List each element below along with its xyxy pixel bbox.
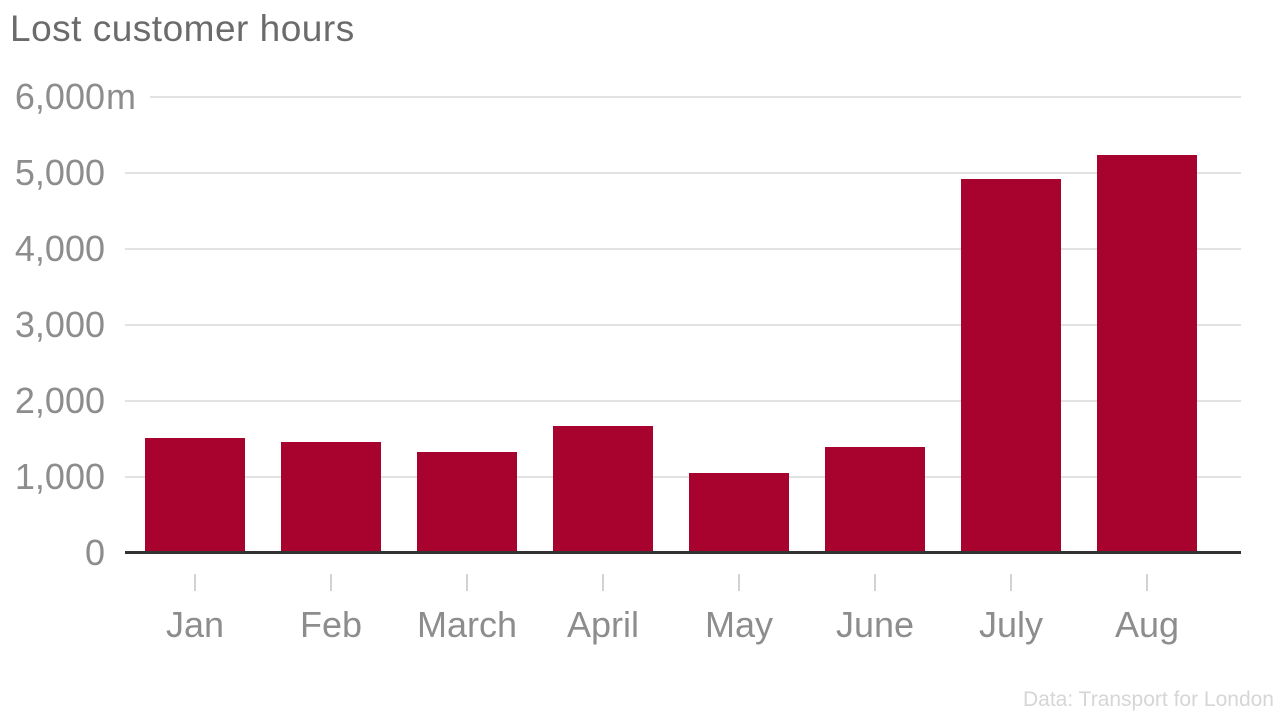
y-axis-label-3000: 3,000 <box>0 303 105 347</box>
y-axis-label-4000: 4,000 <box>0 227 105 271</box>
y-axis-label-value: 0 <box>84 532 105 573</box>
x-tick-june <box>874 574 876 591</box>
x-tick-march <box>466 574 468 591</box>
x-axis-label-jan: Jan <box>165 604 225 645</box>
bar-march <box>417 451 517 553</box>
x-axis-label-march: March <box>416 604 518 645</box>
x-axis-label-aug: Aug <box>1114 604 1180 645</box>
x-tick-may <box>738 574 740 591</box>
x-axis-label-april: April <box>566 604 640 645</box>
data-source: Data: Transport for London <box>1023 688 1274 711</box>
y-axis-label-value: 4,000 <box>14 228 105 269</box>
y-axis-label-value: 5,000 <box>14 152 105 193</box>
y-axis-label-2000: 2,000 <box>0 379 105 423</box>
x-axis-label-july: July <box>978 604 1044 645</box>
y-axis-label-6000: 6,000 m <box>0 75 136 119</box>
chart-title: Lost customer hours <box>10 8 355 49</box>
x-axis-line <box>125 551 1241 554</box>
y-axis-label-value: 1,000 <box>14 456 105 497</box>
x-axis-label-june: June <box>835 604 915 645</box>
gridline-2000 <box>125 400 1241 402</box>
x-tick-aug <box>1146 574 1148 591</box>
gridline-6000 <box>150 96 1241 98</box>
x-axis-label-feb: Feb <box>299 604 363 645</box>
bar-jan <box>145 438 245 553</box>
y-axis-unit-suffix: m <box>106 76 136 117</box>
y-axis-label-value: 6,000 <box>14 76 105 117</box>
gridline-1000 <box>125 476 1241 478</box>
bar-july <box>961 179 1061 553</box>
y-axis-label-value: 3,000 <box>14 304 105 345</box>
x-tick-april <box>602 574 604 591</box>
x-tick-jan <box>194 574 196 591</box>
x-tick-feb <box>330 574 332 591</box>
y-axis-label-0: 0 <box>0 531 105 575</box>
y-axis-label-5000: 5,000 <box>0 151 105 195</box>
gridline-4000 <box>125 248 1241 250</box>
bar-feb <box>281 442 381 553</box>
x-tick-july <box>1010 574 1012 591</box>
bar-aug <box>1097 154 1197 553</box>
bar-june <box>825 446 925 553</box>
gridline-5000 <box>125 172 1241 174</box>
bar-april <box>553 426 653 553</box>
y-axis-label-1000: 1,000 <box>0 455 105 499</box>
gridline-3000 <box>125 324 1241 326</box>
y-axis-label-value: 2,000 <box>14 380 105 421</box>
bar-may <box>689 473 789 553</box>
x-axis-label-may: May <box>704 604 773 645</box>
